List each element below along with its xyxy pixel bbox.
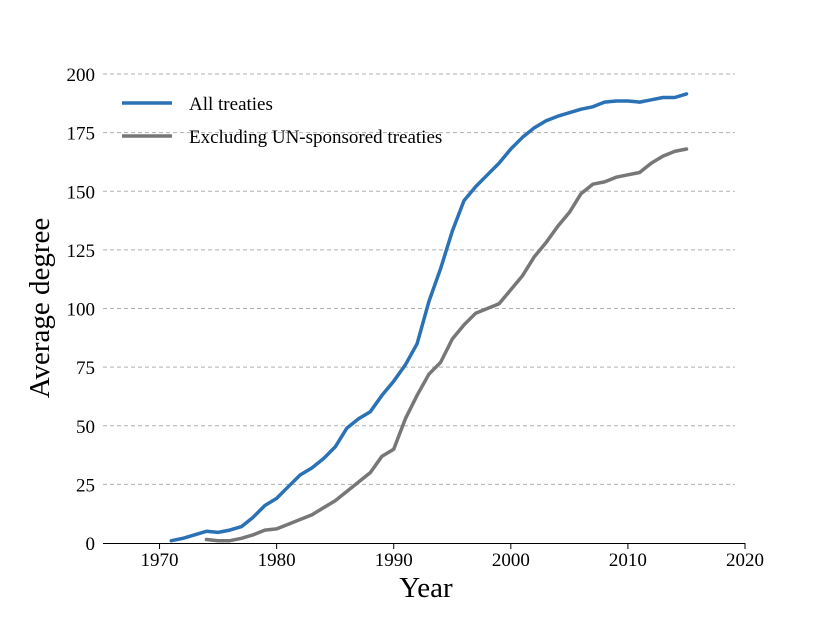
legend-label-all-treaties: All treaties xyxy=(189,94,273,115)
x-tick-label: 1970 xyxy=(141,550,179,571)
x-tick-label: 2010 xyxy=(609,550,647,571)
x-axis-title: Year xyxy=(399,572,453,604)
y-tick-label: 200 xyxy=(67,65,96,86)
y-tick-label: 175 xyxy=(67,124,96,145)
x-tick-labels: 1970 1980 1990 2000 2010 2020 xyxy=(141,543,764,571)
series-line-0 xyxy=(169,92,689,543)
gridlines xyxy=(103,73,735,485)
y-tick-label: 0 xyxy=(86,534,96,555)
y-tick-label: 25 xyxy=(76,475,95,496)
y-tick-label: 125 xyxy=(67,241,96,262)
x-tick-label: 1980 xyxy=(258,550,296,571)
y-tick-label: 75 xyxy=(76,358,95,379)
x-tick-label: 2000 xyxy=(492,550,530,571)
x-tick-label: 2020 xyxy=(726,550,764,571)
y-tick-label: 100 xyxy=(67,300,96,321)
y-tick-labels: 0 25 50 75 100 125 150 175 200 xyxy=(67,65,96,555)
series-line-1 xyxy=(204,147,689,543)
y-tick-label: 50 xyxy=(76,417,95,438)
y-axis-title: Average degree xyxy=(24,218,56,399)
legend: All treaties Excluding UN-sponsored trea… xyxy=(122,94,442,148)
x-tick-label: 1990 xyxy=(375,550,413,571)
y-tick-label: 150 xyxy=(67,182,96,203)
legend-label-excluding-un: Excluding UN-sponsored treaties xyxy=(189,127,442,148)
series-lines xyxy=(169,92,689,543)
